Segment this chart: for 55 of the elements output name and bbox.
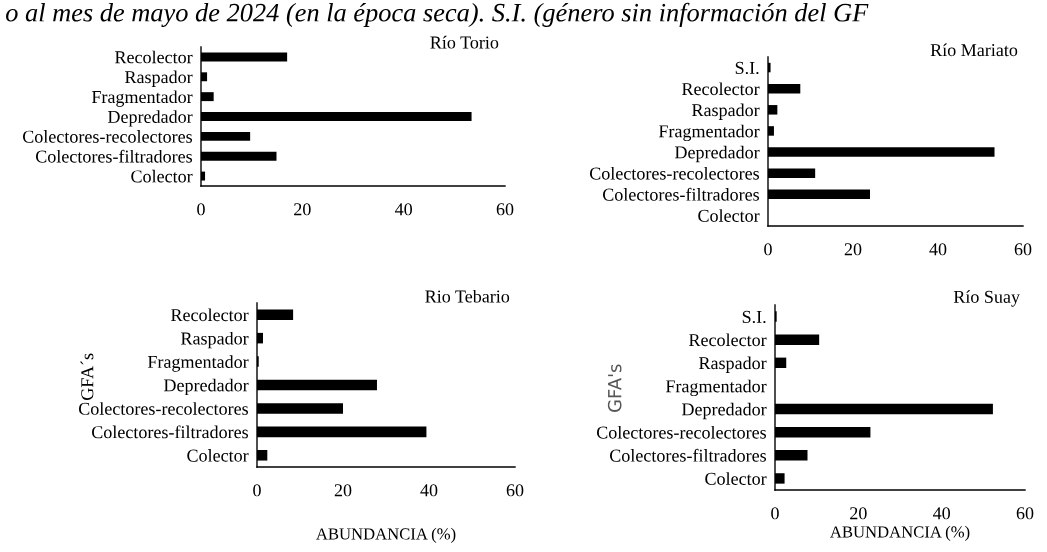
y-tick-label: Fragmentador [147, 355, 249, 372]
chart-title: Río Mariato [930, 43, 1018, 57]
y-tick-label: Recolector [681, 82, 760, 96]
x-tick-label: 20 [294, 203, 311, 216]
y-tick-label: Colectores-recolectores [22, 130, 193, 143]
y-tick-label: Colector [698, 209, 760, 222]
y-tick-label: Depredador [163, 378, 249, 396]
y-tick-label: S.I. [735, 61, 759, 75]
y-tick-label: Colector [187, 449, 249, 462]
y-tick-label: Colectores-filtradores [91, 425, 249, 439]
x-tick-label: 60 [1014, 243, 1032, 256]
x-tick-label: 20 [334, 484, 352, 497]
y-tick-label: Fragmentador [91, 90, 193, 107]
y-tick-label: Raspador [180, 331, 249, 349]
x-tick-label: 20 [850, 507, 867, 520]
y-tick-label: Colectores-filtradores [609, 448, 767, 462]
chart-title: Río Torio [430, 35, 499, 49]
y-axis-title: GFA's [607, 364, 622, 412]
x-tick-label: 20 [844, 243, 862, 256]
y-tick-label: Fragmentador [665, 379, 767, 397]
x-tick-label: 40 [420, 484, 438, 497]
y-tick-label: Colectores-recolectores [589, 166, 760, 180]
chart-title: Rio Tebario [425, 289, 510, 303]
x-tick-label: 0 [197, 203, 205, 216]
x-tick-label: 60 [506, 484, 524, 497]
y-tick-label: Colectores-filtradores [602, 187, 760, 201]
x-axis-title: ABUNDANCIA (%) [830, 525, 970, 541]
y-tick-label: Colector [131, 169, 193, 183]
x-tick-label: 40 [394, 203, 413, 216]
y-tick-label: S.I. [742, 310, 766, 324]
y-tick-label: Depredador [107, 110, 193, 127]
y-tick-label: Raspador [691, 103, 760, 120]
y-tick-label: Depredador [674, 145, 760, 163]
y-tick-label: Raspador [124, 70, 193, 87]
x-tick-label: 60 [496, 203, 514, 216]
y-tick-label: Colectores-filtradores [35, 149, 193, 163]
chart-title: Río Suay [953, 290, 1020, 307]
y-tick-label: Recolector [114, 50, 193, 64]
x-axis-title: ABUNDANCIA (%) [316, 527, 456, 543]
text: o al mes de mayo de 2024 (en la época seca). S.I. (género sin información del GF [6, 2, 869, 28]
y-tick-label: Colectores-recolectores [596, 425, 767, 439]
y-axis-title: GFA´s [80, 353, 94, 400]
x-tick-label: 40 [929, 243, 947, 256]
y-tick-label: Recolector [688, 333, 767, 347]
y-tick-label: Fragmentador [658, 124, 760, 142]
x-tick-label: 0 [771, 507, 779, 520]
x-tick-label: 0 [764, 243, 772, 256]
y-tick-label: Colector [705, 472, 767, 485]
y-tick-label: Colectores-recolectores [78, 402, 249, 415]
y-tick-label: Depredador [681, 402, 767, 420]
x-tick-label: 40 [932, 507, 951, 520]
x-tick-label: 60 [1016, 507, 1034, 520]
y-tick-label: Raspador [698, 356, 767, 373]
y-tick-label: Recolector [170, 308, 249, 322]
x-tick-label: 0 [253, 484, 261, 497]
